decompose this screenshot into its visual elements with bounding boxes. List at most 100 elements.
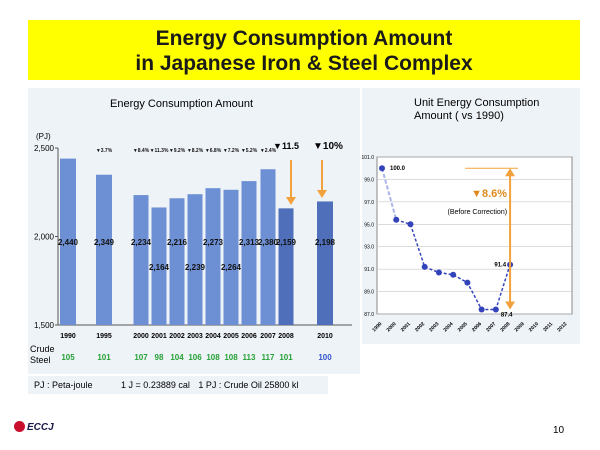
x-tick-label: 2006 (241, 333, 257, 340)
x-tick-label: 2012 (556, 321, 568, 333)
crude-steel-value: 113 (243, 353, 256, 362)
footnote: PJ : Peta-joule 1 J = 0.23889 cal 1 PJ :… (28, 376, 328, 394)
x-tick-label: 2008 (278, 333, 294, 340)
bar (205, 188, 221, 325)
line-chart-title: Unit Energy Consumption Amount ( vs 1990… (414, 97, 539, 123)
crude-label-line2: Steel (30, 355, 51, 365)
reduction-arrow-head (286, 197, 296, 205)
bar-value-label: 2,349 (94, 238, 115, 247)
x-tick-label: 2003 (428, 321, 440, 333)
crude-steel-value: 107 (134, 353, 148, 362)
y-tick-label: 91.0 (364, 267, 374, 273)
x-tick-label: 2001 (151, 333, 167, 340)
reduction-label: ▼7.2% (223, 148, 240, 154)
data-point (478, 306, 485, 313)
x-tick-label: 2004 (442, 321, 454, 333)
callout-2010: ▼10% (313, 141, 343, 152)
bar-value-label: 2,198 (315, 238, 336, 247)
note-label: (Before Correction) (448, 209, 508, 216)
crude-label-line1: Crude (30, 344, 55, 354)
start-point-label: 100.0 (390, 166, 406, 172)
reduction-label: ▼5.2% (241, 148, 258, 154)
crude-steel-value: 106 (188, 353, 202, 362)
bar (96, 174, 112, 325)
callout-2008: ▼11.5 (273, 141, 299, 151)
x-tick-label: 2000 (133, 333, 149, 340)
data-point (407, 221, 414, 228)
data-point (421, 263, 428, 270)
bar (223, 189, 239, 325)
crude-steel-value: 108 (206, 353, 220, 362)
bar (260, 169, 276, 325)
bar (187, 194, 203, 325)
series-line-dashed (381, 167, 398, 221)
x-tick-label: 2005 (457, 321, 469, 333)
x-tick-label: 2002 (414, 321, 426, 333)
y-tick-label: 93.0 (364, 245, 374, 251)
line-plot-area (376, 156, 573, 315)
reduction-percent-label: ▼8.6% (471, 188, 507, 200)
x-tick-label: 1995 (96, 333, 112, 340)
slide-title-line1: Energy Consumption Amount (155, 27, 453, 50)
crude-steel-value: 117 (262, 353, 275, 362)
crude-steel-value: 104 (170, 353, 184, 362)
data-point (450, 271, 457, 278)
x-tick-label: 2001 (400, 321, 412, 333)
data-point (379, 165, 385, 172)
bar (60, 158, 76, 325)
x-tick-label: 2010 (317, 333, 333, 340)
page-number: 10 (553, 425, 565, 436)
x-tick-label: 2009 (514, 321, 526, 333)
line-chart-title-line1: Unit Energy Consumption (414, 97, 540, 109)
y-tick-label: 101.0 (361, 155, 374, 161)
bar-value-label: 2,273 (203, 238, 224, 247)
y-tick-label: 1,500 (34, 321, 55, 330)
bar-value-label: 2,440 (58, 238, 79, 247)
data-point (435, 269, 442, 276)
bar-value-label: 2,234 (131, 238, 152, 247)
series-line (396, 219, 511, 311)
bar (169, 198, 185, 325)
crude-steel-value: 105 (61, 353, 75, 362)
x-tick-label: 2010 (528, 321, 540, 333)
bar (278, 208, 294, 325)
data-point (464, 279, 471, 286)
end-point-label: 91.4 (494, 263, 506, 269)
data-point (492, 306, 499, 313)
reduction-label: ▼11.3% (150, 148, 169, 154)
x-tick-label: 2007 (485, 321, 497, 333)
x-tick-label: 2000 (386, 321, 398, 333)
line-chart-title-line2: Amount ( vs 1990) (414, 110, 504, 122)
bar-chart-title: Energy Consumption Amount (110, 98, 254, 110)
bar (317, 201, 333, 325)
y-tick-label: 2,500 (34, 144, 55, 153)
bar-value-label: 2,313 (239, 238, 260, 247)
reduction-label: ▼2.4% (260, 148, 277, 154)
title-band: Energy Consumption Amount in Japanese Ir… (28, 20, 580, 80)
crude-steel-value: 98 (155, 353, 164, 362)
x-tick-label: 2008 (499, 321, 511, 333)
logo-text: ECCJ (27, 422, 54, 433)
crude-steel-label: Crude Steel (30, 344, 55, 366)
y-tick-label: 87.0 (364, 312, 374, 318)
data-point (393, 216, 400, 223)
reduction-label: ▼6.8% (205, 148, 222, 154)
crude-steel-value: 100 (318, 353, 332, 362)
bar-value-label: 2,159 (276, 238, 297, 247)
y-tick-label: 97.0 (364, 200, 374, 206)
reduction-arrow-head-top (505, 168, 516, 177)
x-tick-label: 2002 (169, 333, 185, 340)
crude-steel-value: 101 (97, 353, 111, 362)
bar (133, 195, 149, 325)
y-tick-label: 99.0 (364, 177, 374, 183)
bar (241, 181, 257, 325)
y-axis-unit: (PJ) (36, 132, 51, 141)
bar-value-label: 2,164 (149, 263, 170, 272)
bar-value-label: 2,216 (167, 238, 188, 247)
reduction-arrow-head-bottom (505, 301, 516, 310)
x-tick-label: 2003 (187, 333, 203, 340)
slide-title-line2: in Japanese Iron & Steel Complex (135, 52, 473, 75)
reduction-arrow-head (317, 190, 327, 198)
